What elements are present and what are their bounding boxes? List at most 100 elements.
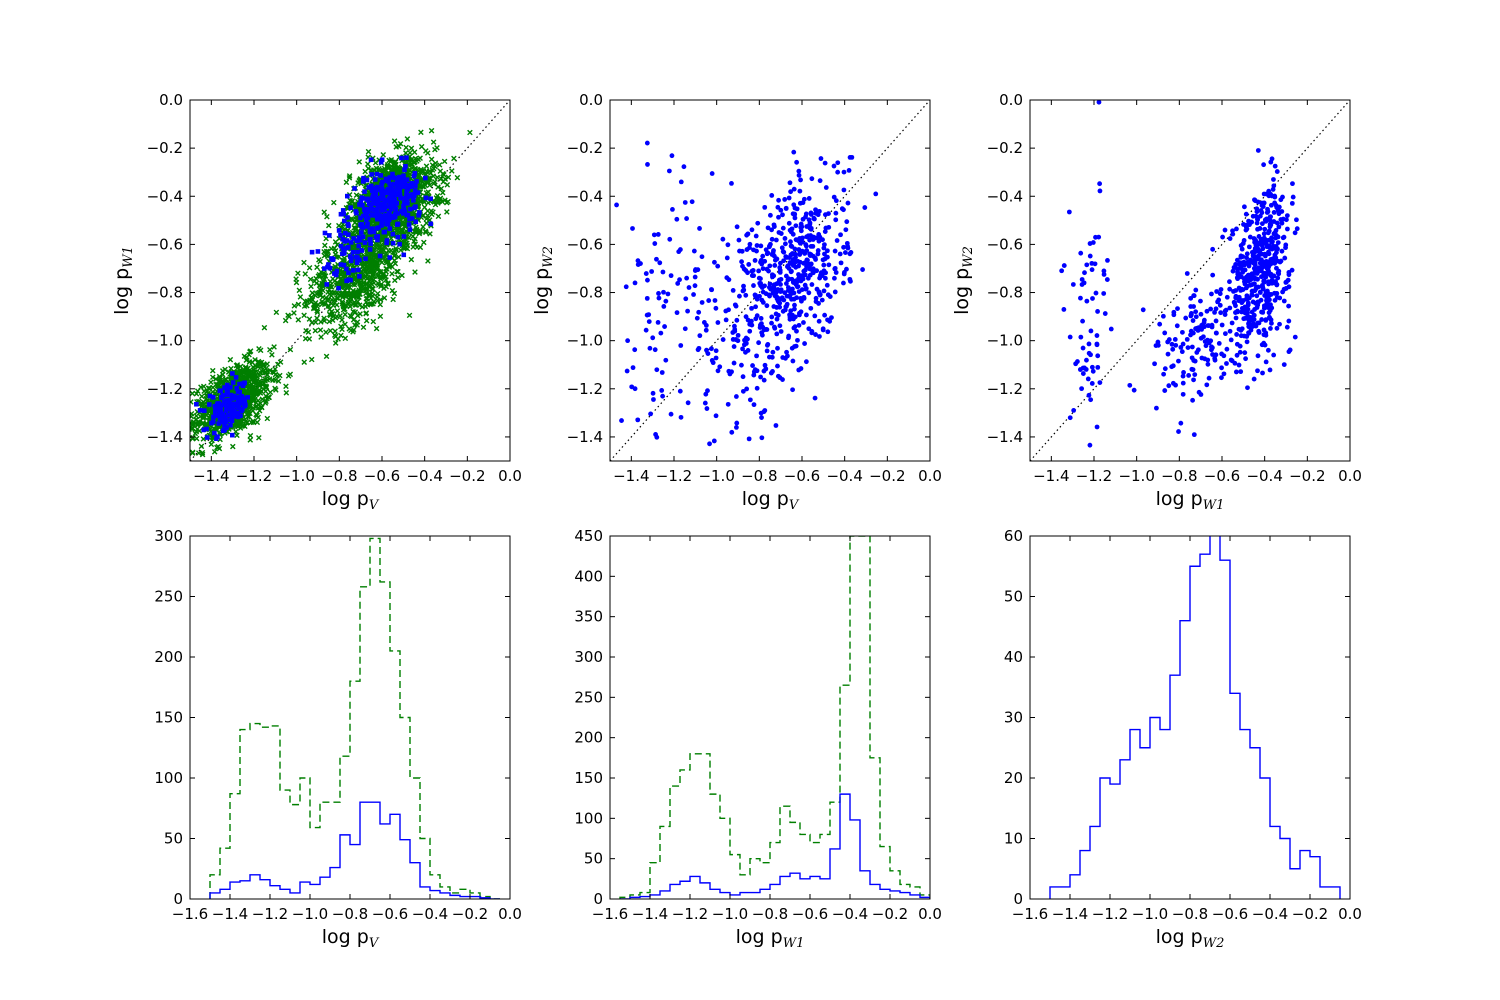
scatter-point bbox=[1188, 313, 1194, 319]
scatter-point bbox=[403, 144, 409, 151]
scatter-point bbox=[1204, 382, 1210, 388]
scatter-point bbox=[318, 334, 324, 340]
scatter-point bbox=[650, 390, 656, 396]
scatter-point bbox=[1181, 370, 1186, 375]
scatter-point bbox=[401, 234, 407, 239]
scatter-point bbox=[1213, 330, 1219, 336]
scatter-point bbox=[338, 332, 344, 339]
scatter-point bbox=[777, 304, 783, 310]
scatter-point bbox=[659, 370, 665, 375]
scatter-point bbox=[1249, 288, 1255, 294]
scatter-point bbox=[367, 247, 373, 252]
scatter-point bbox=[293, 279, 300, 286]
scatter-point bbox=[1271, 273, 1277, 279]
scatter-point bbox=[1241, 238, 1247, 243]
y-tick-label: −0.6 bbox=[987, 235, 1023, 253]
x-tick-label: −1.0 bbox=[292, 905, 328, 923]
scatter-point bbox=[406, 193, 412, 198]
scatter-point bbox=[860, 267, 865, 272]
scatter-point bbox=[1277, 321, 1282, 327]
scatter-point bbox=[797, 188, 803, 194]
scatter-point bbox=[1274, 325, 1280, 331]
scatter-point bbox=[819, 297, 825, 303]
scatter-point bbox=[803, 214, 808, 220]
scatter-point bbox=[800, 235, 805, 241]
scatter-point bbox=[692, 268, 698, 273]
scatter-point bbox=[199, 449, 206, 456]
scatter-point bbox=[736, 237, 742, 243]
scatter-point bbox=[702, 400, 708, 406]
scatter-point bbox=[723, 308, 729, 314]
scatter-point bbox=[196, 428, 203, 434]
scatter-point bbox=[1208, 338, 1214, 344]
scatter-point bbox=[845, 200, 851, 206]
scatter-point bbox=[1140, 307, 1146, 313]
scatter-point bbox=[801, 196, 807, 202]
scatter-point bbox=[848, 249, 854, 255]
scatter-point bbox=[769, 193, 775, 198]
scatter-point bbox=[1178, 420, 1184, 426]
panel-4: −1.6 −1.4 −1.2 −1.0 −0.8 −0.6 −0.4 −0.2 0.005010… bbox=[154, 527, 522, 951]
scatter-point bbox=[1105, 257, 1110, 263]
scatter-point bbox=[1238, 333, 1244, 339]
scatter-point bbox=[796, 272, 801, 277]
scatter-point bbox=[1267, 315, 1273, 321]
scatter-point bbox=[1059, 268, 1065, 274]
scatter-point bbox=[241, 396, 247, 401]
scatter-point bbox=[209, 367, 216, 374]
scatter-point bbox=[233, 411, 238, 417]
scatter-point bbox=[781, 297, 787, 303]
scatter-point bbox=[1261, 235, 1267, 241]
scatter-point bbox=[394, 186, 399, 191]
scatter-point bbox=[1241, 316, 1247, 322]
scatter-point bbox=[262, 383, 268, 390]
scatter-point bbox=[678, 179, 684, 185]
scatter-point bbox=[1205, 361, 1211, 367]
scatter-point bbox=[342, 335, 349, 342]
scatter-point bbox=[1084, 298, 1090, 304]
scatter-point bbox=[788, 239, 793, 245]
scatter-point bbox=[1127, 382, 1133, 388]
scatter-point bbox=[322, 266, 327, 271]
scatter-point bbox=[1097, 188, 1103, 194]
scatter-point bbox=[1284, 324, 1290, 330]
scatter-point bbox=[767, 243, 772, 249]
scatter-point bbox=[792, 205, 798, 211]
scatter-point bbox=[434, 174, 441, 181]
scatter-point bbox=[229, 375, 235, 382]
scatter-point bbox=[1244, 283, 1250, 289]
scatter-point bbox=[743, 292, 749, 298]
scatter-point bbox=[368, 157, 374, 163]
scatter-point bbox=[767, 284, 772, 290]
x-tick-label: 0.0 bbox=[1338, 467, 1362, 485]
x-axis-label-text: log p bbox=[322, 488, 369, 510]
scatter-point bbox=[1265, 347, 1271, 353]
scatter-point bbox=[793, 237, 799, 243]
scatter-point bbox=[406, 312, 413, 319]
scatter-point bbox=[825, 329, 831, 335]
scatter-point bbox=[183, 405, 188, 410]
scatter-series-1 bbox=[614, 140, 879, 447]
scatter-point bbox=[795, 284, 801, 289]
scatter-point bbox=[635, 258, 641, 264]
scatter-point bbox=[1090, 368, 1096, 374]
scatter-point bbox=[757, 322, 763, 328]
scatter-point bbox=[379, 191, 385, 197]
scatter-point bbox=[1061, 263, 1067, 268]
scatter-point bbox=[747, 245, 752, 251]
scatter-point bbox=[759, 435, 765, 441]
x-tick-label: −1.2 bbox=[656, 467, 692, 485]
scatter-point bbox=[246, 403, 253, 410]
scatter-point bbox=[835, 160, 841, 166]
scatter-point bbox=[712, 298, 718, 303]
scatter-point bbox=[1188, 304, 1194, 309]
scatter-point bbox=[761, 368, 767, 374]
scatter-point bbox=[267, 346, 273, 353]
scatter-point bbox=[792, 302, 797, 308]
scatter-point bbox=[1178, 344, 1184, 350]
scatter-point bbox=[397, 192, 403, 198]
scatter-point bbox=[783, 205, 789, 211]
scatter-point bbox=[652, 347, 658, 353]
x-tick-label: −1.4 bbox=[212, 905, 248, 923]
scatter-point bbox=[806, 196, 812, 201]
